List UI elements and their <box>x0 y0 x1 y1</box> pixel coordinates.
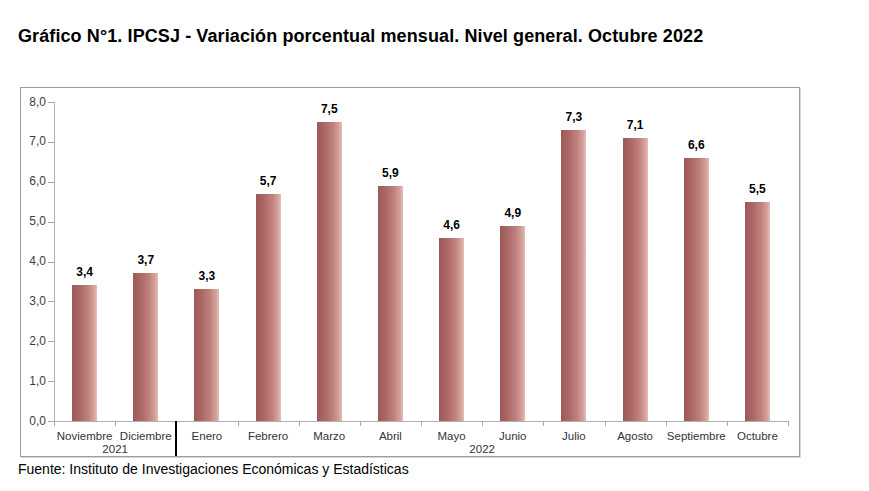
bar-abril <box>378 186 403 421</box>
bar-value-label: 3,4 <box>55 265 115 279</box>
bar-value-label: 4,6 <box>422 218 482 232</box>
y-axis-line <box>54 102 55 421</box>
x-axis-tick <box>299 421 300 426</box>
bar-value-label: 4,9 <box>483 206 543 220</box>
x-axis-tick <box>360 421 361 426</box>
chart-title: Gráfico N°1. IPCSJ - Variación porcentua… <box>18 26 703 47</box>
bar-mayo <box>439 238 464 421</box>
y-axis-label: 6,0 <box>20 175 46 188</box>
y-axis-label: 0,0 <box>20 415 46 428</box>
source-note: Fuente: Instituto de Investigaciones Eco… <box>18 461 409 477</box>
x-axis-tick <box>543 421 544 426</box>
x-axis-tick <box>482 421 483 426</box>
bar-julio <box>561 130 586 421</box>
y-axis-label: 2,0 <box>20 335 46 348</box>
year-label-2022: 2022 <box>452 443 512 455</box>
bar-noviembre <box>72 285 97 421</box>
y-axis-tick <box>48 262 54 263</box>
page: { "page": { "title": "Gráfico N°1. IPCSJ… <box>0 0 869 491</box>
x-axis-category-label: Octubre <box>717 430 797 442</box>
bar-agosto <box>623 138 648 421</box>
x-axis-tick <box>421 421 422 426</box>
y-axis-label: 8,0 <box>20 96 46 109</box>
bar-value-label: 3,3 <box>177 269 237 283</box>
x-axis-tick <box>238 421 239 426</box>
bar-value-label: 5,5 <box>727 182 787 196</box>
bar-febrero <box>256 194 281 421</box>
y-axis-label: 3,0 <box>20 295 46 308</box>
year-label-2021: 2021 <box>85 443 145 455</box>
y-axis-label: 5,0 <box>20 215 46 228</box>
y-axis-label: 7,0 <box>20 135 46 148</box>
bar-value-label: 7,1 <box>605 118 665 132</box>
bar-diciembre <box>133 273 158 421</box>
y-axis-label: 4,0 <box>20 255 46 268</box>
bar-marzo <box>317 122 342 421</box>
x-axis-tick <box>605 421 606 426</box>
y-axis-tick <box>48 142 54 143</box>
bar-octubre <box>745 202 770 421</box>
y-axis-tick <box>48 102 54 103</box>
y-axis-tick <box>48 301 54 302</box>
chart-frame: 0,01,02,03,04,05,06,07,08,03,4Noviembre3… <box>20 87 800 457</box>
bar-value-label: 3,7 <box>116 253 176 267</box>
x-axis-tick <box>666 421 667 426</box>
bar-septiembre <box>684 158 709 421</box>
x-axis-tick <box>54 421 55 426</box>
bar-value-label: 7,3 <box>544 110 604 124</box>
bar-value-label: 7,5 <box>299 102 359 116</box>
bar-value-label: 5,7 <box>238 174 298 188</box>
y-axis-tick <box>48 381 54 382</box>
bar-value-label: 6,6 <box>666 138 726 152</box>
bar-junio <box>500 226 525 421</box>
x-axis-tick <box>115 421 116 426</box>
x-axis-tick <box>727 421 728 426</box>
y-axis-label: 1,0 <box>20 375 46 388</box>
bar-enero <box>194 289 219 421</box>
year-divider-line <box>175 421 177 456</box>
y-axis-tick <box>48 341 54 342</box>
x-axis-tick <box>788 421 789 426</box>
y-axis-tick <box>48 222 54 223</box>
bar-value-label: 5,9 <box>360 166 420 180</box>
y-axis-tick <box>48 182 54 183</box>
